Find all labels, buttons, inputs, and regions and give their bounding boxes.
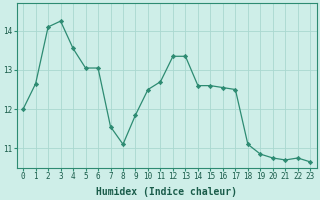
X-axis label: Humidex (Indice chaleur): Humidex (Indice chaleur) (96, 186, 237, 197)
